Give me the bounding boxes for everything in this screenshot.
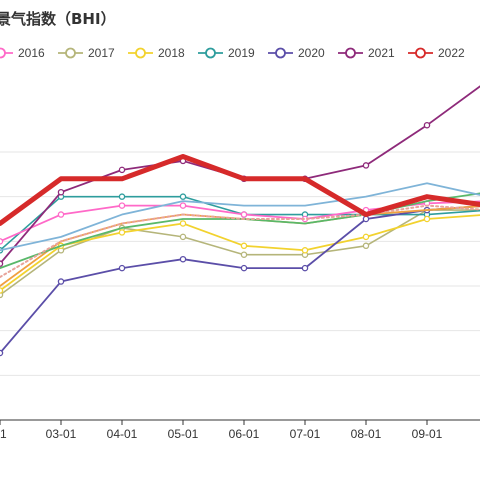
legend-item-2017[interactable]: 2017 <box>58 46 115 60</box>
point-2020-2[interactable] <box>118 264 126 272</box>
point-2018-7[interactable] <box>423 215 431 223</box>
legend-label: 2018 <box>158 46 185 60</box>
x-tick-label-3: 05-01 <box>168 427 199 441</box>
point-2018-0[interactable] <box>0 287 4 294</box>
point-2018-6[interactable] <box>362 233 370 241</box>
legend-swatch-marker <box>345 47 356 59</box>
point-2020-1[interactable] <box>57 278 65 285</box>
point-2020-0[interactable] <box>0 349 4 357</box>
series-line-2022 <box>0 153 480 226</box>
point-2021-7[interactable] <box>423 121 431 129</box>
series-2017 <box>0 206 480 299</box>
series-2022 <box>0 153 480 226</box>
legend-swatch-marker <box>275 47 286 59</box>
legend-item-2020[interactable]: 2020 <box>268 46 325 60</box>
point-2017-6[interactable] <box>362 242 370 250</box>
series-2020 <box>0 205 480 357</box>
point-2016-4[interactable] <box>240 211 248 218</box>
legend-swatch-marker <box>415 47 426 59</box>
point-2021-1[interactable] <box>57 188 65 196</box>
point-2016-0[interactable] <box>0 238 4 245</box>
point-2020-5[interactable] <box>301 264 309 272</box>
point-2017-3[interactable] <box>179 233 187 241</box>
legend-item-2022[interactable]: 2022 <box>408 46 465 60</box>
point-2021-2[interactable] <box>118 166 126 174</box>
point-2018-2[interactable] <box>118 229 126 236</box>
point-2017-4[interactable] <box>240 251 248 258</box>
grid-lines <box>0 151 480 376</box>
series-line-2021 <box>0 85 480 265</box>
series-line-2017 <box>0 209 480 296</box>
point-2016-2[interactable] <box>118 202 126 209</box>
legend-label: 2017 <box>88 46 115 60</box>
plot-area <box>0 85 480 357</box>
legend-label: 2019 <box>228 46 255 60</box>
point-2020-6[interactable] <box>362 215 370 223</box>
point-2016-3[interactable] <box>179 202 187 209</box>
chart-title: 景气指数（BHI） <box>0 10 116 28</box>
x-tick-label-5: 07-01 <box>290 427 321 441</box>
legend-swatch-marker <box>135 47 146 59</box>
legend-label: 2016 <box>18 46 45 60</box>
series-line-extra-10 <box>0 182 480 252</box>
point-2020-3[interactable] <box>179 255 187 263</box>
legend-label: 2020 <box>298 46 325 60</box>
legend: 2016 2017 2018 2019 2020 2021 2022 <box>0 46 465 60</box>
x-tick-label-2: 04-01 <box>107 427 138 441</box>
legend-swatch-marker <box>65 47 76 59</box>
point-2021-6[interactable] <box>362 162 370 169</box>
point-2021-0[interactable] <box>0 260 4 267</box>
legend-swatch-marker <box>205 47 216 59</box>
x-tick-label-4: 06-01 <box>229 427 260 441</box>
x-tick-label-6: 08-01 <box>351 427 382 441</box>
legend-item-2021[interactable]: 2021 <box>338 46 395 60</box>
legend-label: 2022 <box>438 46 465 60</box>
point-2016-1[interactable] <box>57 211 65 218</box>
legend-item-2019[interactable]: 2019 <box>198 46 255 60</box>
point-2019-3[interactable] <box>179 193 187 200</box>
point-2018-5[interactable] <box>301 247 309 254</box>
legend-item-2018[interactable]: 2018 <box>128 46 185 60</box>
point-2019-2[interactable] <box>118 193 126 200</box>
legend-label: 2021 <box>368 46 395 60</box>
series-2018 <box>0 214 480 294</box>
legend-item-2016[interactable]: 2016 <box>0 46 45 60</box>
point-2018-4[interactable] <box>240 242 248 250</box>
series-extra-7 <box>0 204 480 279</box>
point-2018-3[interactable] <box>179 220 187 227</box>
series-extra-10 <box>0 182 480 252</box>
point-2020-4[interactable] <box>240 264 248 272</box>
x-tick-label-7: 09-01 <box>412 427 443 441</box>
series-line-extra-7 <box>0 204 480 279</box>
legend-swatch-marker <box>0 47 6 59</box>
x-tick-label-0: 01 <box>0 427 7 441</box>
x-tick-label-1: 03-01 <box>46 427 77 441</box>
